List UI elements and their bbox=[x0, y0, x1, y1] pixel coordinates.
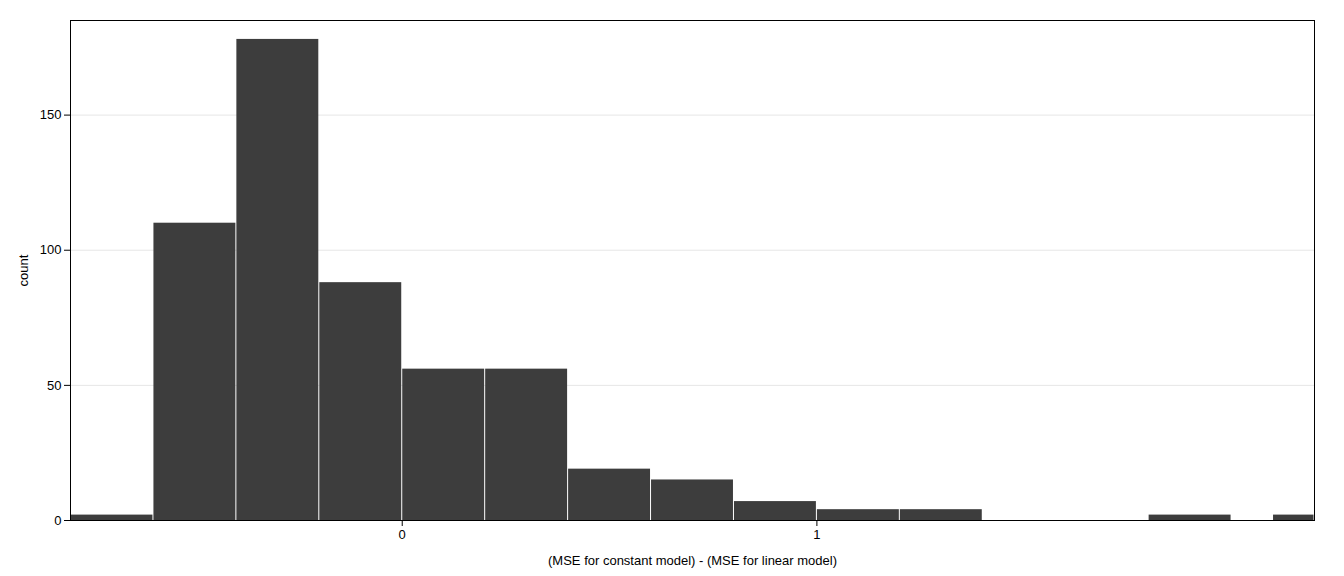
svg-text:count: count bbox=[16, 254, 31, 286]
svg-text:(MSE for constant model) - (MS: (MSE for constant model) - (MSE for line… bbox=[548, 553, 837, 568]
svg-text:0: 0 bbox=[399, 527, 406, 542]
svg-text:150: 150 bbox=[40, 107, 62, 122]
svg-text:1: 1 bbox=[813, 527, 820, 542]
svg-text:100: 100 bbox=[40, 242, 62, 257]
svg-text:0: 0 bbox=[54, 513, 61, 528]
svg-text:50: 50 bbox=[47, 378, 61, 393]
